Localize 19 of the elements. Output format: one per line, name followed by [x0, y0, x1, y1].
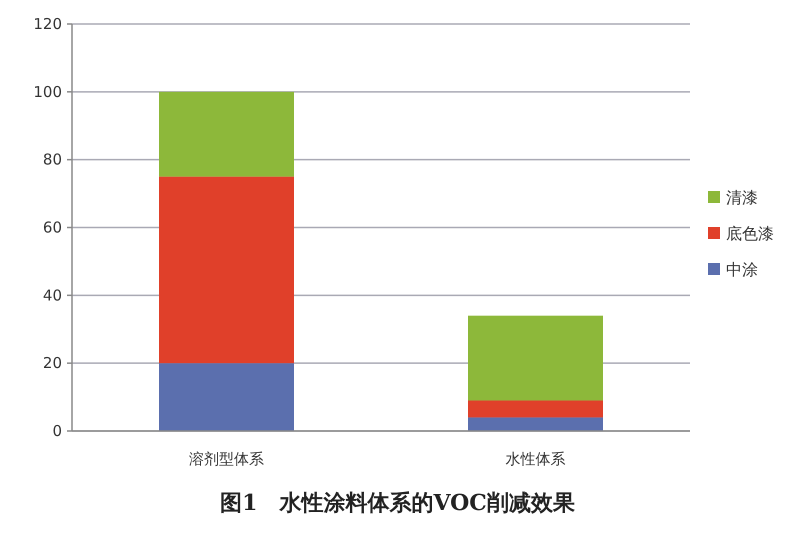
- legend-label: 底色漆: [726, 224, 774, 243]
- text: 图1 水性涂料体系的VOC削减效果: [220, 490, 576, 516]
- y-tick-label: 40: [42, 286, 62, 304]
- y-tick-label: 0: [52, 422, 62, 440]
- y-tick-label: 100: [33, 82, 62, 101]
- bar: [159, 363, 294, 431]
- legend-label: 中涂: [726, 260, 758, 279]
- bar: [159, 176, 294, 364]
- bar: [468, 417, 603, 431]
- y-tick-label: 80: [42, 150, 62, 169]
- x-tick-label: 溶剂型体系: [189, 450, 264, 468]
- y-tick-label: 20: [42, 354, 62, 372]
- bar: [468, 316, 603, 400]
- y-tick-label: 120: [33, 15, 62, 33]
- bar: [468, 400, 603, 418]
- x-tick-label: 水性体系: [506, 450, 566, 468]
- bar: [159, 92, 294, 177]
- y-tick-label: 60: [42, 218, 62, 236]
- legend-label: 清漆: [726, 188, 758, 207]
